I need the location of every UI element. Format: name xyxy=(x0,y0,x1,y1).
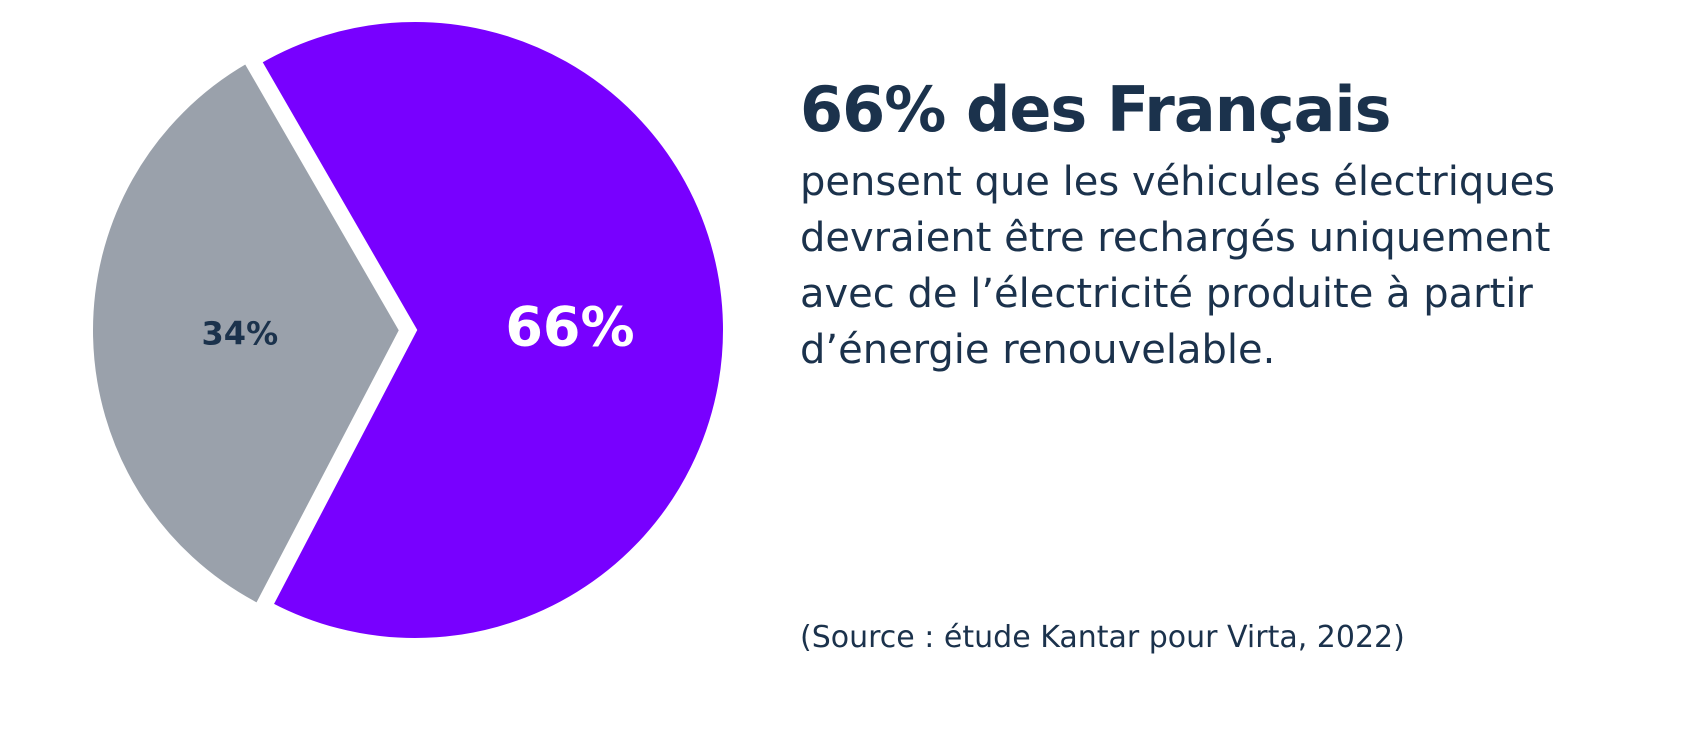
pie-slice-34 xyxy=(89,59,404,608)
pie-slice-66 xyxy=(257,18,727,642)
text-block: 66% des Français pensent que les véhicul… xyxy=(800,70,1680,378)
pie-chart-area: 66% 34% xyxy=(0,0,760,735)
pie-slice-label-66: 66% xyxy=(505,295,634,358)
body-text: pensent que les véhicules électriques de… xyxy=(800,159,1556,373)
source-note: (Source : étude Kantar pour Virta, 2022) xyxy=(800,620,1405,655)
headline: 66% des Français xyxy=(800,73,1392,146)
pie-slice-label-34: 34% xyxy=(202,315,279,353)
pie-chart: 66% 34% xyxy=(89,18,727,642)
